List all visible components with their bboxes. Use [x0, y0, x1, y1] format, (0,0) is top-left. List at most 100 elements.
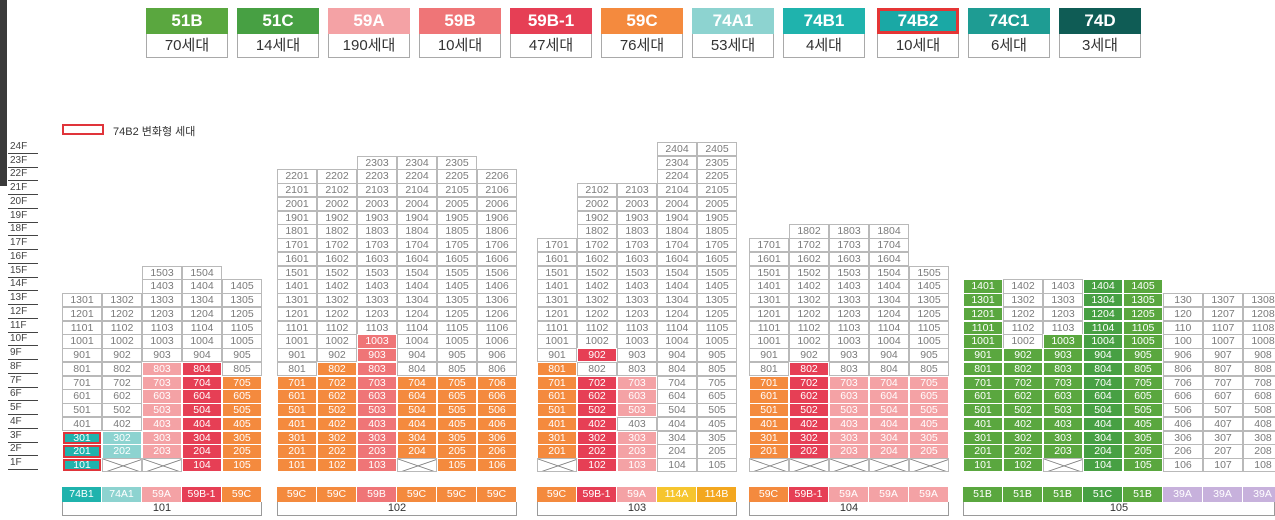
unit-cell-59c[interactable]: 605 — [437, 389, 477, 404]
unit-cell[interactable]: 205 — [697, 444, 737, 459]
unit-cell[interactable]: 2003 — [357, 196, 397, 211]
unit-cell[interactable]: 905 — [697, 348, 737, 363]
unit-cell-51b[interactable]: 1001 — [963, 334, 1003, 349]
unit-cell-51c[interactable]: 1304 — [1083, 293, 1123, 308]
unit-cell[interactable]: 1104 — [182, 320, 222, 335]
unit-cell-59b-1[interactable]: 502 — [577, 403, 617, 418]
unit-cell[interactable]: 1208 — [1243, 306, 1275, 321]
unit-cell[interactable]: 1105 — [222, 320, 262, 335]
unit-cell-59b-1[interactable]: 104 — [182, 458, 222, 473]
unit-cell[interactable]: 2304 — [657, 155, 697, 170]
unit-cell[interactable]: 1102 — [102, 320, 142, 335]
unit-cell[interactable]: 801 — [277, 361, 317, 376]
unit-cell-59c[interactable]: 702 — [317, 375, 357, 390]
unit-cell-59c[interactable]: 601 — [277, 389, 317, 404]
unit-cell[interactable]: 1505 — [909, 265, 949, 280]
unit-cell-59c[interactable]: 305 — [437, 430, 477, 445]
unit-cell[interactable]: 1002 — [1003, 334, 1043, 349]
unit-cell[interactable]: 2001 — [277, 196, 317, 211]
unit-cell-59a[interactable]: 305 — [909, 430, 949, 445]
unit-cell[interactable]: 701 — [62, 375, 102, 390]
unit-cell[interactable]: 1306 — [477, 293, 517, 308]
unit-cell[interactable]: 1601 — [277, 251, 317, 266]
unit-cell[interactable]: 1308 — [1243, 293, 1275, 308]
unit-cell[interactable]: 120 — [1163, 306, 1203, 321]
unit-cell[interactable]: 904 — [869, 348, 909, 363]
unit-cell[interactable]: 1804 — [397, 224, 437, 239]
unit-cell[interactable]: 1103 — [142, 320, 182, 335]
unit-cell[interactable]: 1102 — [1003, 320, 1043, 335]
unit-cell[interactable]: 100 — [1163, 334, 1203, 349]
unit-cell-59a[interactable]: 803 — [142, 361, 182, 376]
unit-cell[interactable]: 1705 — [437, 238, 477, 253]
unit-cell[interactable]: 2404 — [657, 141, 697, 156]
unit-cell[interactable]: 903 — [829, 348, 869, 363]
unit-cell[interactable]: 405 — [697, 416, 737, 431]
unit-cell-51b[interactable]: 403 — [1043, 416, 1083, 431]
unit-cell[interactable]: 702 — [102, 375, 142, 390]
unit-cell[interactable]: 1003 — [142, 334, 182, 349]
unit-cell-59c[interactable]: 301 — [277, 430, 317, 445]
unit-cell-51c[interactable]: 104 — [1083, 458, 1123, 473]
unit-cell[interactable]: 1303 — [829, 293, 869, 308]
unit-cell-51b[interactable]: 401 — [963, 416, 1003, 431]
unit-cell-59a[interactable]: 204 — [869, 444, 909, 459]
unit-cell[interactable]: 1402 — [1003, 279, 1043, 294]
unit-cell[interactable]: 1404 — [657, 279, 697, 294]
unit-cell-51c[interactable]: 904 — [1083, 348, 1123, 363]
unit-cell-59b[interactable]: 703 — [357, 375, 397, 390]
unit-cell[interactable]: 801 — [62, 361, 102, 376]
unit-cell[interactable]: 1902 — [577, 210, 617, 225]
unit-cell-59c[interactable]: 401 — [749, 416, 789, 431]
unit-cell-51b[interactable]: 903 — [1043, 348, 1083, 363]
unit-cell-59a[interactable]: 404 — [869, 416, 909, 431]
unit-cell[interactable]: 1501 — [537, 265, 577, 280]
unit-cell[interactable]: 1302 — [317, 293, 357, 308]
unit-cell[interactable]: 1102 — [317, 320, 357, 335]
unit-cell-59b-1[interactable]: 704 — [182, 375, 222, 390]
unit-cell[interactable]: 804 — [397, 361, 437, 376]
unit-cell[interactable]: 2104 — [657, 183, 697, 198]
unit-cell-51c[interactable]: 404 — [1083, 416, 1123, 431]
unit-cell[interactable]: 908 — [1243, 348, 1275, 363]
unit-cell[interactable]: 807 — [1203, 361, 1243, 376]
unit-cell[interactable]: 1101 — [537, 320, 577, 335]
unit-cell-51b[interactable]: 802 — [1003, 361, 1043, 376]
unit-cell-59c[interactable]: 701 — [749, 375, 789, 390]
unit-cell-51b[interactable]: 301 — [963, 430, 1003, 445]
unit-cell[interactable]: 1604 — [657, 251, 697, 266]
unit-cell[interactable]: 1305 — [437, 293, 477, 308]
unit-cell[interactable]: 507 — [1203, 403, 1243, 418]
unit-cell[interactable]: 1704 — [657, 238, 697, 253]
unit-cell-51b[interactable]: 203 — [1043, 444, 1083, 459]
unit-cell-51b[interactable]: 302 — [1003, 430, 1043, 445]
unit-cell-51b[interactable]: 505 — [1123, 403, 1163, 418]
unit-cell[interactable]: 1004 — [869, 334, 909, 349]
unit-cell[interactable]: 1806 — [477, 224, 517, 239]
unit-cell[interactable]: 2004 — [397, 196, 437, 211]
unit-cell[interactable]: 1305 — [697, 293, 737, 308]
unit-cell[interactable]: 1502 — [317, 265, 357, 280]
unit-cell[interactable]: 1105 — [697, 320, 737, 335]
unit-cell[interactable]: 901 — [749, 348, 789, 363]
unit-cell-59b-1[interactable]: 204 — [182, 444, 222, 459]
unit-cell-51b[interactable]: 801 — [963, 361, 1003, 376]
unit-cell[interactable]: 1005 — [697, 334, 737, 349]
unit-cell-59b[interactable]: 303 — [357, 430, 397, 445]
unit-cell-59b-1[interactable]: 102 — [577, 458, 617, 473]
building-label[interactable]: 101 — [62, 502, 262, 516]
unit-cell[interactable]: 1205 — [909, 306, 949, 321]
unit-cell[interactable]: 1903 — [357, 210, 397, 225]
unit-cell[interactable]: 306 — [1163, 430, 1203, 445]
unit-cell-51b[interactable]: 901 — [963, 348, 1003, 363]
unit-cell-59a[interactable]: 403 — [829, 416, 869, 431]
unit-cell[interactable]: 804 — [869, 361, 909, 376]
unit-cell[interactable]: 504 — [657, 403, 697, 418]
unit-cell[interactable]: 208 — [1243, 444, 1275, 459]
unit-cell[interactable]: 106 — [1163, 458, 1203, 473]
unit-cell[interactable]: 2006 — [477, 196, 517, 211]
unit-cell[interactable]: 805 — [437, 361, 477, 376]
unit-cell-59a[interactable]: 703 — [617, 375, 657, 390]
unit-cell[interactable]: 506 — [1163, 403, 1203, 418]
unit-cell-74b1[interactable]: 301 — [62, 430, 102, 445]
